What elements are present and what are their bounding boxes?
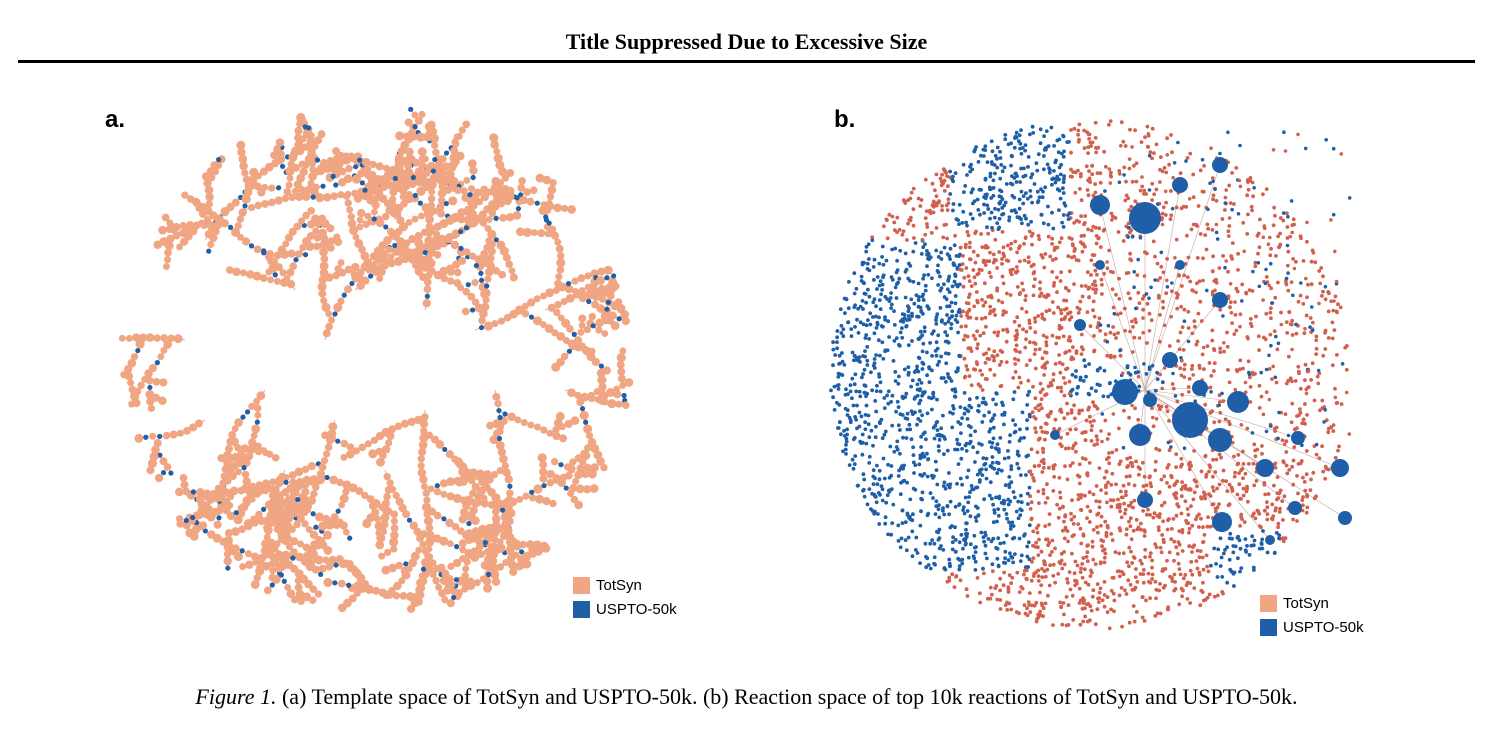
legend-item-uspto: USPTO-50k — [1260, 616, 1364, 638]
legend-label-totsyn: TotSyn — [596, 576, 642, 594]
template-space-network — [118, 106, 634, 613]
legend-label-uspto: USPTO-50k — [1283, 618, 1364, 636]
panel-b-label: b. — [834, 106, 856, 133]
legend-item-uspto: USPTO-50k — [573, 598, 677, 620]
figure-caption: Figure 1. (a) Template space of TotSyn a… — [0, 682, 1493, 712]
figure-caption-text: (a) Template space of TotSyn and USPTO-5… — [281, 684, 1298, 709]
reaction-space-network — [829, 119, 1352, 631]
header-rule — [18, 60, 1475, 63]
legend-swatch-uspto — [1260, 618, 1277, 636]
running-title: Title Suppressed Due to Excessive Size — [565, 29, 928, 54]
figure-panel-a: a. TotSyn USPTO-50k — [95, 90, 715, 650]
network-nodes — [118, 106, 634, 613]
network-nodes — [829, 119, 1352, 631]
legend-label-totsyn: TotSyn — [1283, 594, 1329, 612]
figure-caption-label: Figure 1. — [195, 684, 277, 709]
legend-item-totsyn: TotSyn — [1260, 592, 1364, 614]
panel-b-legend: TotSyn USPTO-50k — [1260, 592, 1364, 640]
figure-panel-b: b. TotSyn USPTO-50k — [810, 90, 1410, 650]
network-edges — [1054, 164, 1346, 541]
legend-swatch-totsyn — [1260, 594, 1277, 612]
legend-swatch-totsyn — [573, 576, 590, 594]
legend-swatch-uspto — [573, 600, 590, 618]
legend-label-uspto: USPTO-50k — [596, 600, 677, 618]
cluster-hubs — [1050, 157, 1352, 545]
panel-a-legend: TotSyn USPTO-50k — [573, 574, 677, 622]
legend-item-totsyn: TotSyn — [573, 574, 677, 596]
panel-a-label: a. — [105, 106, 126, 133]
